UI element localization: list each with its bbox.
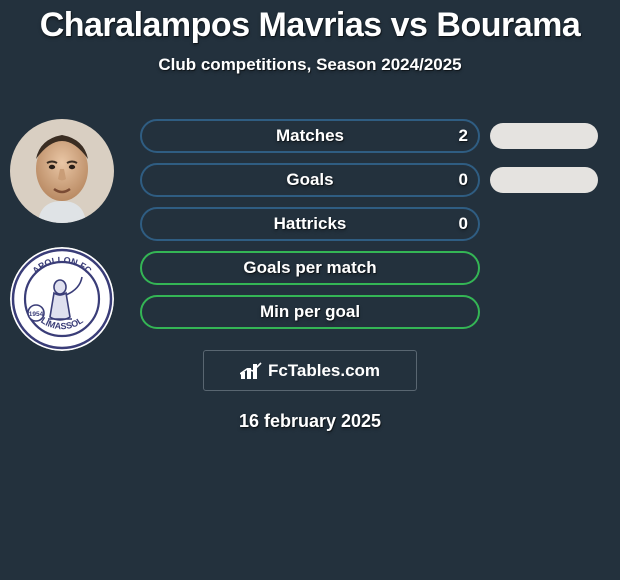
- watermark-text: FcTables.com: [268, 361, 380, 381]
- watermark: FcTables.com: [203, 350, 417, 391]
- player2-club-logo: APOLLON FC LIMASSOL 1954: [10, 247, 114, 351]
- stat-label: Min per goal: [260, 302, 360, 322]
- stat-label: Hattricks: [274, 214, 347, 234]
- stat-value-player2-pill: [490, 123, 598, 149]
- footer: FcTables.com 16 february 2025: [0, 350, 620, 432]
- date: 16 february 2025: [239, 411, 381, 432]
- page-title: Charalampos Mavrias vs Bourama: [40, 6, 581, 45]
- logo-year: 1954: [29, 311, 44, 318]
- bars-icon: [240, 362, 262, 380]
- stat-row: Matches 2: [140, 119, 480, 153]
- stat-label: Goals per match: [243, 258, 376, 278]
- stat-value-player1: 2: [459, 126, 468, 146]
- stats-column: Matches 2 Goals 0 Hattricks 0 Goals per match M…: [140, 119, 480, 329]
- avatars-column: APOLLON FC LIMASSOL 1954: [7, 119, 117, 351]
- stat-value-player1: 0: [459, 214, 468, 234]
- stat-row: Min per goal: [140, 295, 480, 329]
- stat-label: Matches: [276, 126, 344, 146]
- player1-avatar: [10, 119, 114, 223]
- stat-value-player1: 0: [459, 170, 468, 190]
- subtitle: Club competitions, Season 2024/2025: [158, 55, 461, 75]
- stat-row: Goals per match: [140, 251, 480, 285]
- comparison-card: Charalampos Mavrias vs Bourama Club comp…: [0, 0, 620, 580]
- stat-value-player2-pill: [490, 167, 598, 193]
- stat-row: Hattricks 0: [140, 207, 480, 241]
- stat-label: Goals: [286, 170, 333, 190]
- stat-row: Goals 0: [140, 163, 480, 197]
